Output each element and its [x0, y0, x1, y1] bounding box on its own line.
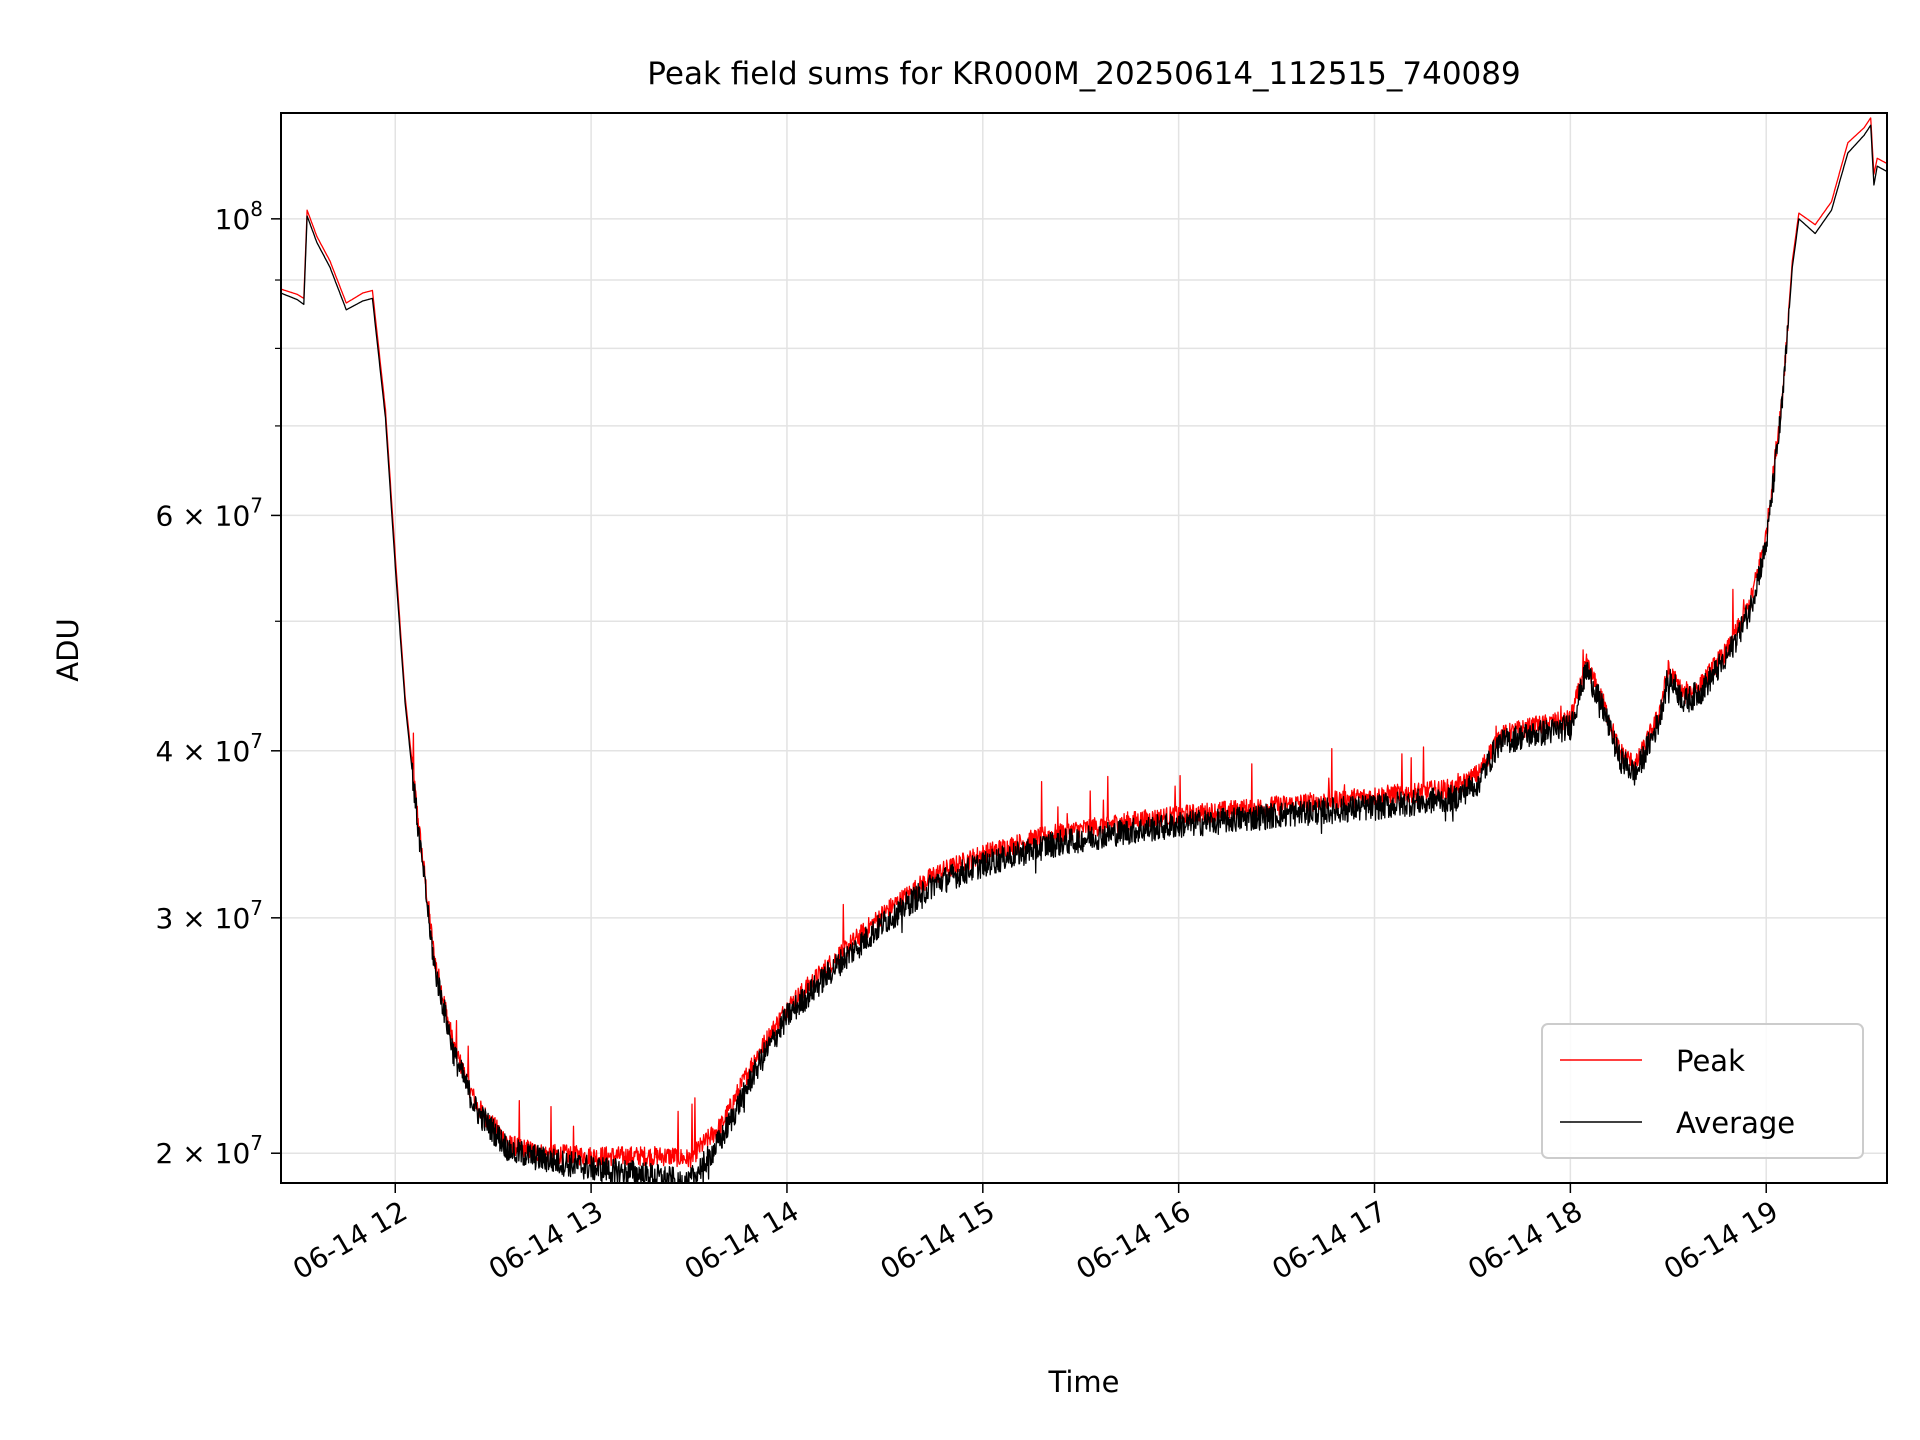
x-tick-label: 06-14 16 — [1071, 1194, 1197, 1286]
series-group — [281, 117, 1887, 1183]
x-tick-label: 06-14 14 — [679, 1194, 805, 1286]
legend: Peak Average — [1541, 1023, 1864, 1159]
x-axis-label: Time — [1048, 1365, 1120, 1399]
y-tick-label: 4 × 107 — [156, 729, 263, 768]
x-tick-label: 06-14 13 — [483, 1194, 609, 1286]
x-axis: 06-14 12 06-14 13 06-14 14 06-14 15 06-14 16… — [287, 1183, 1784, 1286]
y-axis-label: ADU — [51, 618, 85, 681]
y-tick-label: 108 — [215, 197, 263, 236]
legend-label-peak: Peak — [1676, 1044, 1745, 1078]
series-line-peak — [281, 117, 1887, 1169]
chart-title: Peak field sums for KR000M_20250614_1125… — [647, 56, 1520, 92]
legend-box — [1541, 1023, 1864, 1159]
plot-frame — [280, 112, 1888, 1184]
grid — [281, 113, 1887, 1183]
legend-label-average: Average — [1676, 1106, 1795, 1140]
x-tick-label: 06-14 17 — [1266, 1194, 1392, 1286]
x-tick-label: 06-14 12 — [287, 1194, 413, 1286]
x-tick-label: 06-14 19 — [1658, 1194, 1784, 1286]
y-tick-label: 2 × 107 — [156, 1131, 263, 1170]
y-axis: 108 6 × 107 4 × 107 3 × 107 2 × 107 — [156, 197, 281, 1170]
x-tick-label: 06-14 18 — [1462, 1194, 1588, 1286]
y-tick-label: 3 × 107 — [156, 896, 263, 935]
series-line-average — [281, 124, 1887, 1183]
x-tick-label: 06-14 15 — [875, 1194, 1001, 1286]
y-tick-label: 6 × 107 — [156, 493, 263, 532]
